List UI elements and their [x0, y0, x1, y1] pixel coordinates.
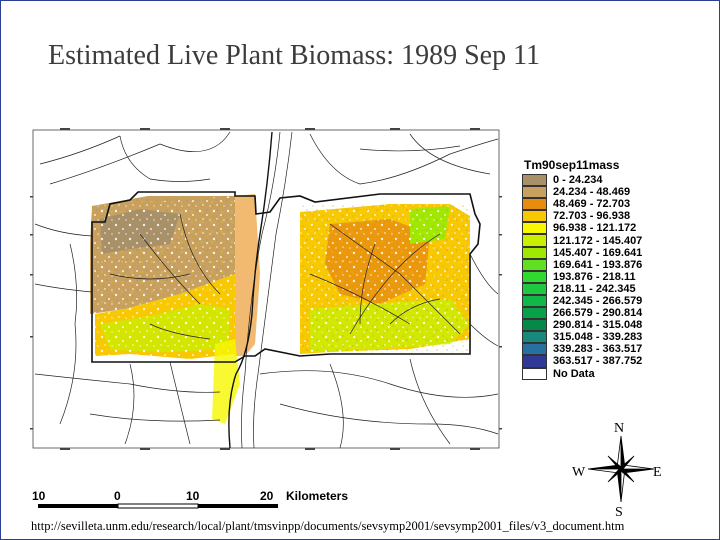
biomass-map: [30, 128, 502, 450]
legend-label: 96.938 - 121.172: [553, 222, 637, 235]
legend-item: 290.814 - 315.048: [522, 319, 643, 332]
legend-item: 315.048 - 339.283: [522, 331, 643, 344]
legend-item: 363.517 - 387.752: [522, 355, 643, 368]
scale-bar-segment: [198, 504, 278, 508]
legend-swatch: [522, 343, 547, 356]
legend-swatch: [522, 270, 547, 283]
legend-swatch: [522, 258, 547, 271]
roads-and-drainages: [34, 131, 499, 449]
legend-item: 96.938 - 121.172: [522, 222, 642, 235]
legend-swatch: [522, 234, 547, 247]
legend-item: 193.876 - 218.11: [522, 270, 642, 283]
legend-swatch: [522, 355, 547, 368]
compass-rose: [587, 435, 655, 503]
legend-swatch: [522, 282, 547, 295]
scale-label: 10: [186, 489, 200, 503]
compass-s: S: [615, 505, 623, 520]
scale-label: 10: [32, 489, 46, 503]
scale-bar-segment: [38, 504, 118, 508]
legend-label: 290.814 - 315.048: [553, 319, 643, 332]
scale-bar-segment: [117, 503, 199, 509]
legend-label: 193.876 - 218.11: [553, 270, 636, 283]
compass-n: N: [614, 421, 624, 436]
legend-swatch: [522, 210, 547, 223]
legend-label: 72.703 - 96.938: [553, 210, 631, 223]
compass-w: W: [572, 465, 586, 480]
legend-swatch: [522, 198, 547, 211]
legend-swatch: [522, 174, 547, 187]
refuge-boundary: [91, 191, 481, 363]
source-url: http://sevilleta.unm.edu/research/local/…: [31, 519, 625, 533]
north-arrow: N S W E: [572, 421, 662, 520]
legend: Tm90sep11mass 0 - 24.234 24.234 - 48.469…: [522, 158, 642, 380]
scale-label: 20: [260, 489, 274, 503]
legend-label: 242.345 - 266.579: [553, 294, 643, 307]
legend-label: 169.641 - 193.876: [553, 258, 643, 271]
legend-label: No Data: [553, 367, 595, 380]
legend-swatch: [522, 294, 547, 308]
legend-item: 339.283 - 363.517: [522, 343, 643, 356]
legend-swatch: [522, 367, 547, 380]
legend-item: 145.407 - 169.641: [522, 246, 643, 259]
west-block-biomass: [90, 196, 235, 359]
legend-swatch: [522, 307, 547, 320]
legend-swatch: [522, 319, 547, 332]
legend-label: 315.048 - 339.283: [553, 331, 643, 344]
legend-swatch: [522, 246, 547, 259]
map-tick-marks: [30, 128, 502, 450]
legend-label: 266.579 - 290.814: [553, 307, 643, 320]
legend-label: 363.517 - 387.752: [553, 355, 643, 368]
legend-item: 218.11 - 242.345: [522, 282, 642, 295]
river-corridor: [212, 194, 260, 424]
legend-item: No Data: [522, 367, 642, 380]
rio-grande: [228, 131, 273, 449]
legend-label: 0 - 24.234: [553, 174, 603, 187]
legend-item: 0 - 24.234: [522, 174, 642, 187]
legend-swatch: [522, 186, 547, 199]
legend-item: 72.703 - 96.938: [522, 210, 642, 223]
legend-title: Tm90sep11mass: [524, 158, 620, 172]
legend-label: 48.469 - 72.703: [553, 198, 631, 211]
legend-item: 169.641 - 193.876: [522, 258, 643, 271]
page-title: Estimated Live Plant Biomass: 1989 Sep 1…: [48, 40, 541, 71]
legend-label: 121.172 - 145.407: [553, 234, 643, 247]
legend-item: 24.234 - 48.469: [522, 186, 642, 199]
legend-item: 242.345 - 266.579: [522, 294, 643, 308]
scale-bar: 10 0 10 20 Kilometers: [32, 489, 348, 509]
legend-item: 266.579 - 290.814: [522, 307, 643, 320]
compass-e: E: [653, 465, 662, 480]
legend-swatch: [522, 331, 547, 344]
scale-unit: Kilometers: [286, 489, 348, 503]
east-block-biomass: [300, 204, 470, 354]
scale-label: 0: [114, 489, 121, 503]
legend-label: 145.407 - 169.641: [553, 246, 643, 259]
legend-item: 121.172 - 145.407: [522, 234, 643, 247]
legend-label: 339.283 - 363.517: [553, 343, 643, 356]
legend-label: 218.11 - 242.345: [553, 282, 636, 295]
legend-swatch: [522, 222, 547, 235]
legend-item: 48.469 - 72.703: [522, 198, 642, 211]
legend-label: 24.234 - 48.469: [553, 186, 631, 199]
